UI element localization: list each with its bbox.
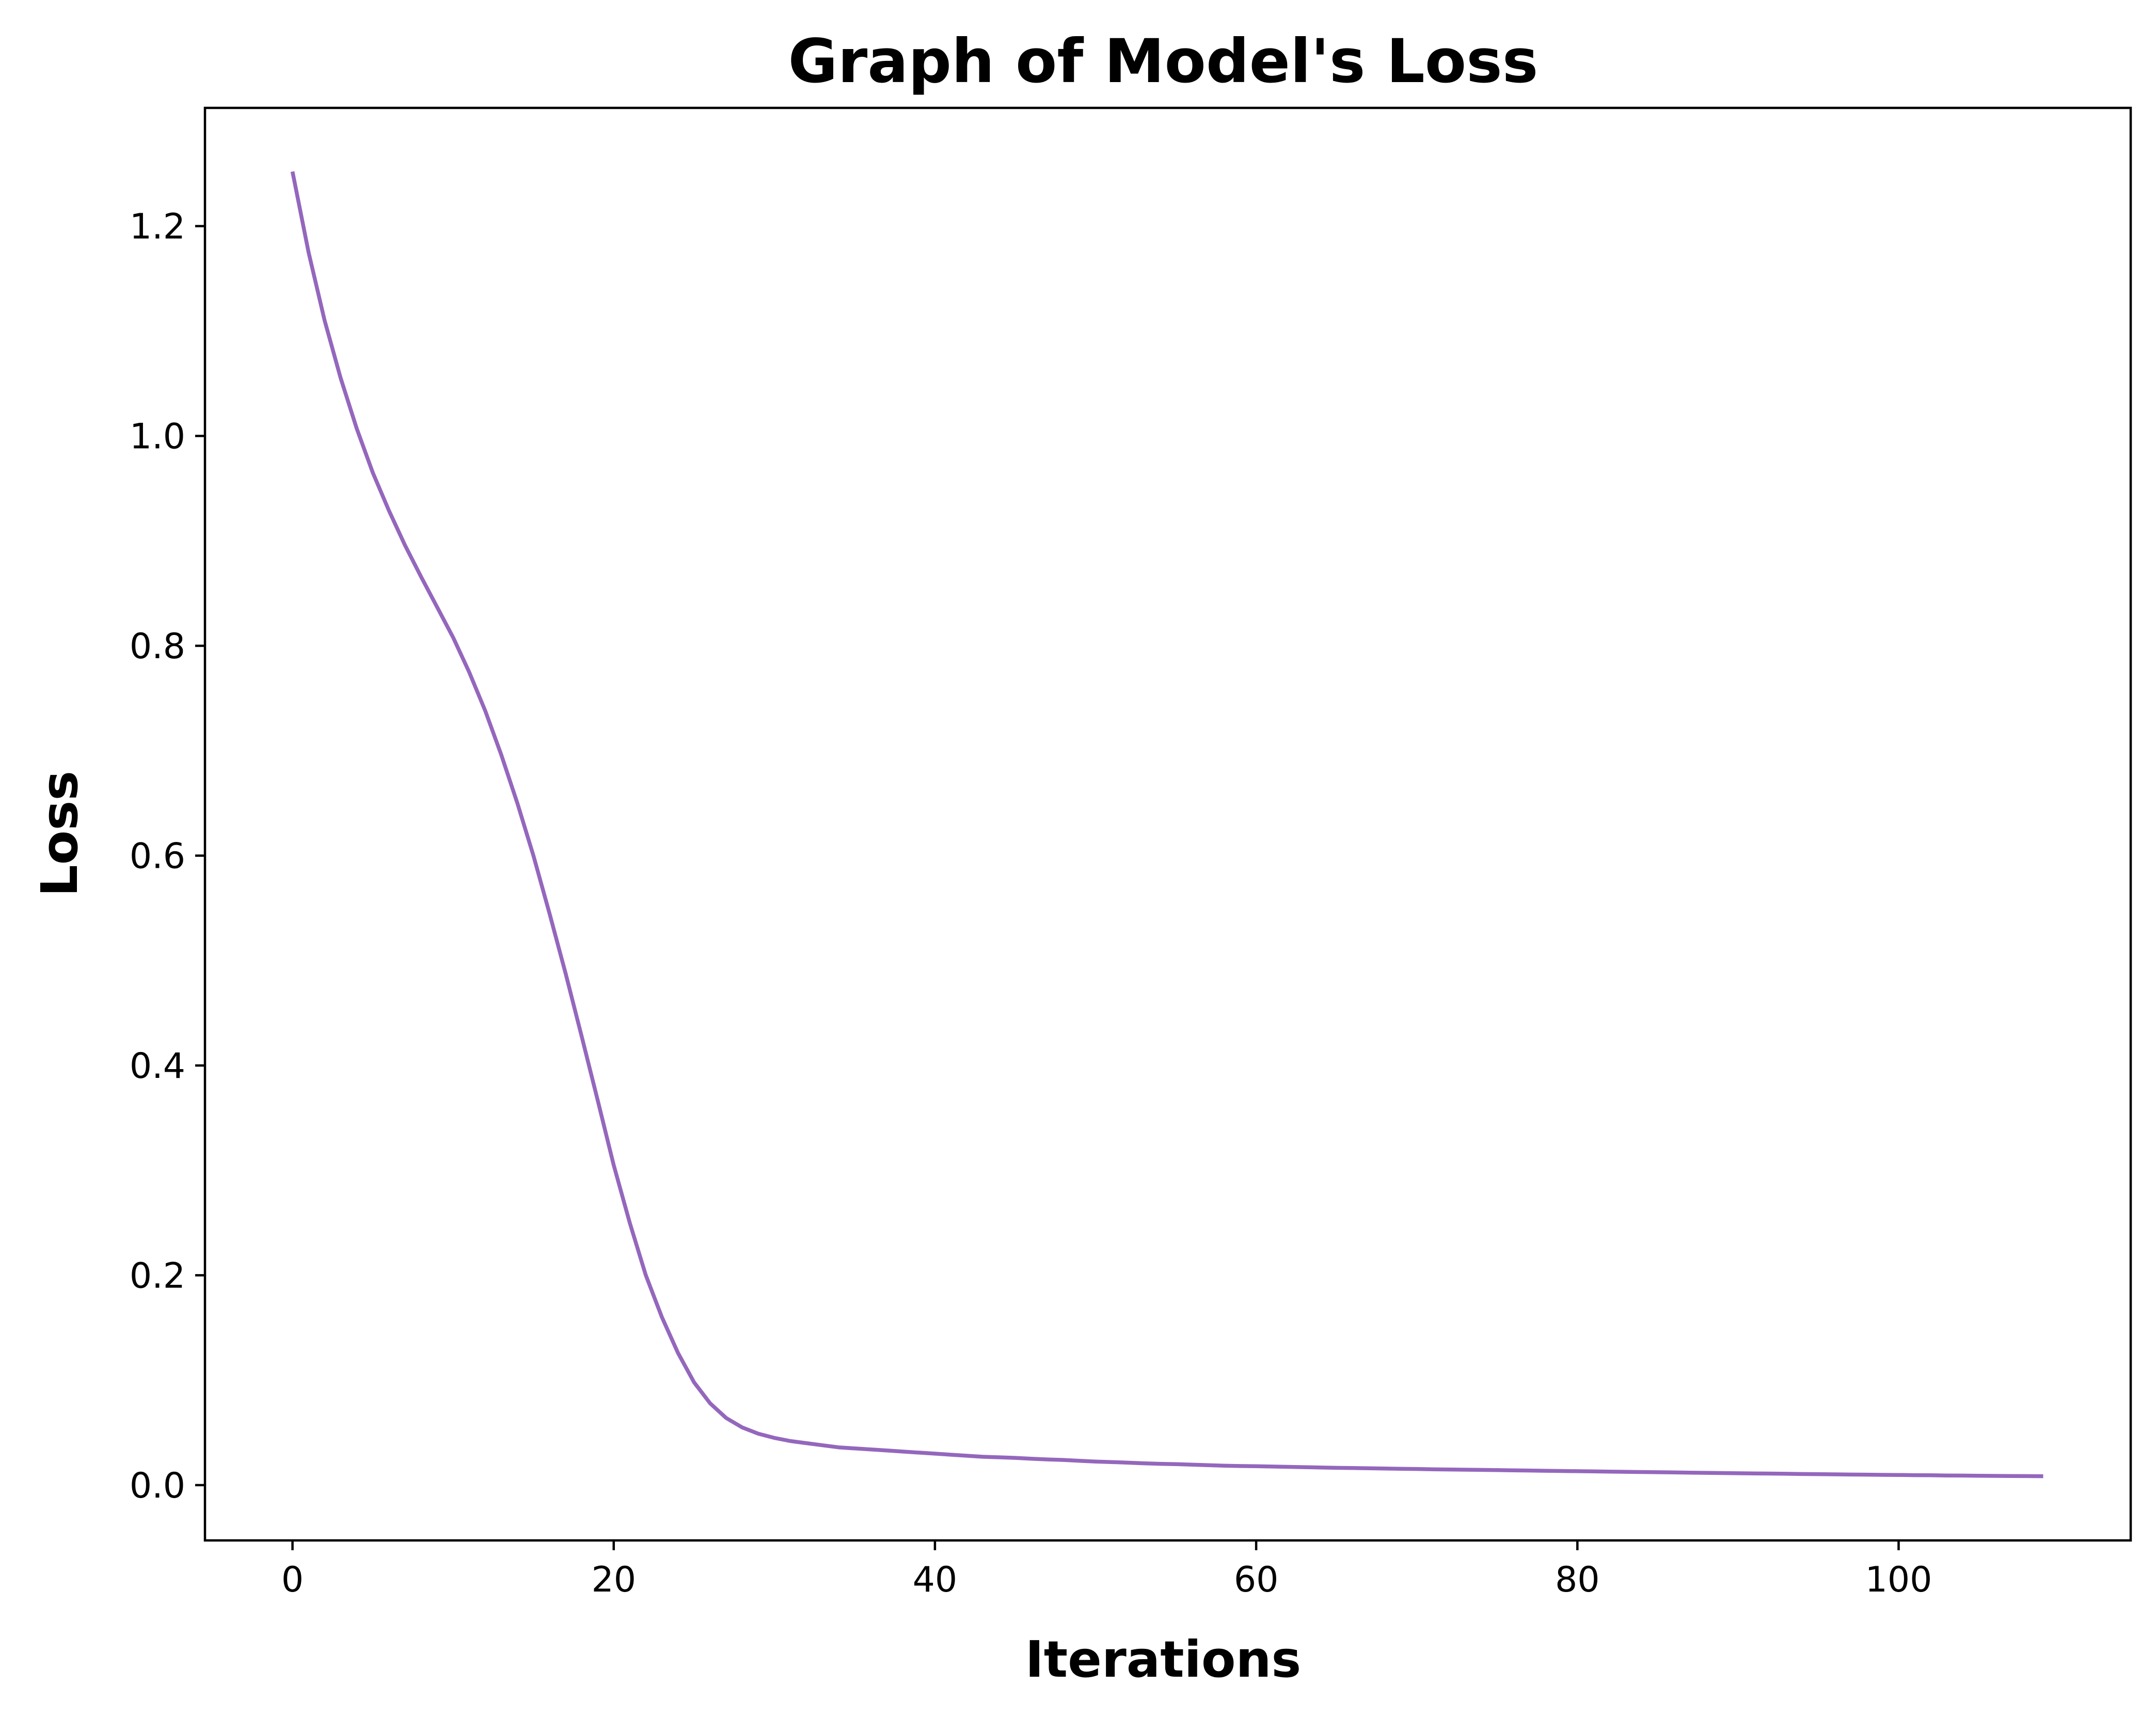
y-tick-label: 0.4 [130, 1046, 185, 1087]
series-layer [290, 171, 2043, 1478]
y-tick-label: 0.2 [130, 1255, 185, 1296]
chart-title: Graph of Model's Loss [788, 26, 1539, 97]
y-tick-label: 0.6 [130, 836, 185, 877]
x-tick-label: 0 [281, 1560, 304, 1600]
y-tick-label: 0.0 [130, 1466, 185, 1506]
y-tick-label: 1.0 [130, 417, 185, 457]
x-tick-label: 20 [591, 1560, 636, 1600]
loss-series-line [290, 171, 2043, 1478]
y-tick-label: 0.8 [130, 626, 185, 667]
x-tick-label: 60 [1234, 1560, 1279, 1600]
x-tick-label: 40 [913, 1560, 958, 1600]
plot-area-frame [203, 106, 2132, 1542]
axis-ticks: 0 20 40 60 80 100 0.0 0.2 0.4 0.6 0.8 1.0 1.2 [130, 206, 1932, 1600]
x-tick-label: 100 [1865, 1560, 1932, 1600]
y-tick-label: 1.2 [130, 206, 185, 247]
x-tick-label: 80 [1555, 1560, 1600, 1600]
x-axis-label: Iterations [1025, 1630, 1302, 1689]
y-axis-label: Loss [30, 771, 89, 897]
